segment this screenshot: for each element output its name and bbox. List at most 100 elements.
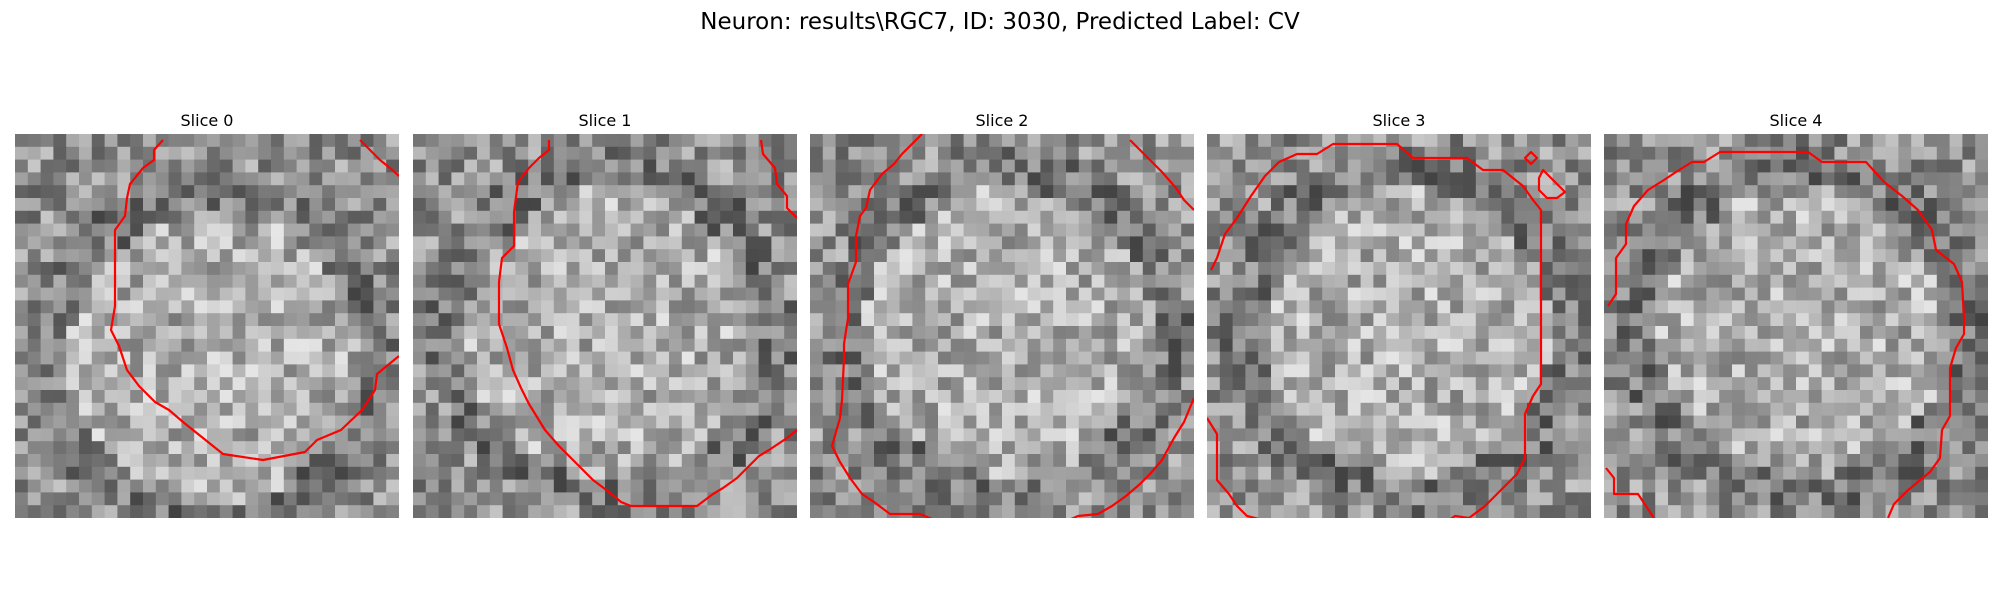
- pixel: [1655, 274, 1669, 289]
- pixel: [1975, 185, 1988, 199]
- pixel: [1399, 466, 1413, 481]
- pixel: [976, 390, 990, 404]
- pixel: [528, 172, 542, 186]
- pixel: [1732, 492, 1746, 506]
- pixel: [283, 198, 298, 212]
- pixel: [1578, 364, 1591, 378]
- pixel: [1219, 159, 1234, 173]
- pixel: [1834, 415, 1848, 429]
- pixel: [386, 377, 399, 391]
- pixel: [707, 466, 721, 481]
- pixel: [1642, 364, 1656, 378]
- pixel: [1155, 466, 1169, 481]
- pixel: [1885, 351, 1899, 365]
- pixel: [1565, 415, 1579, 429]
- pixel: [1488, 146, 1502, 161]
- pixel: [1744, 159, 1759, 173]
- pixel: [360, 134, 374, 148]
- pixel: [1616, 338, 1631, 353]
- pixel: [771, 466, 785, 481]
- pixel: [1014, 185, 1029, 199]
- pixel: [694, 134, 708, 148]
- pixel: [694, 236, 708, 250]
- pixel: [771, 415, 785, 429]
- pixel: [1808, 492, 1823, 506]
- pixel: [874, 210, 888, 225]
- pixel: [1872, 262, 1887, 276]
- pixel: [219, 134, 234, 148]
- pixel: [1924, 249, 1938, 263]
- pixel: [720, 428, 734, 442]
- pixel: [1245, 146, 1259, 161]
- pixel: [1885, 402, 1899, 417]
- pixel: [413, 454, 427, 468]
- pixel: [1411, 198, 1426, 212]
- pixel: [335, 262, 349, 276]
- pixel: [720, 159, 734, 173]
- pixel: [413, 326, 427, 340]
- pixel: [1117, 172, 1131, 186]
- pixel: [617, 390, 632, 404]
- pixel: [810, 134, 824, 148]
- pixel: [1783, 210, 1797, 225]
- pixel: [1014, 210, 1029, 225]
- pixel: [40, 441, 54, 455]
- pixel: [579, 223, 593, 237]
- pixel: [810, 415, 824, 429]
- pixel: [874, 428, 888, 442]
- pixel: [1527, 492, 1541, 506]
- pixel: [168, 262, 182, 276]
- pixel: [477, 172, 491, 186]
- pixel: [656, 287, 670, 301]
- pixel: [822, 415, 837, 429]
- pixel: [1078, 351, 1093, 365]
- pixel: [1002, 415, 1016, 429]
- pixel: [1796, 479, 1810, 493]
- pixel: [1668, 134, 1682, 148]
- pixel: [207, 198, 221, 212]
- pixel: [1117, 479, 1131, 493]
- pixel: [822, 300, 837, 314]
- pixel: [1283, 466, 1298, 481]
- pixel: [1155, 262, 1169, 276]
- pixel: [258, 223, 272, 237]
- pixel: [810, 402, 824, 417]
- pixel: [1552, 390, 1566, 404]
- pixel: [413, 479, 427, 493]
- pixel: [1501, 338, 1515, 353]
- pixel: [643, 364, 657, 378]
- pixel: [745, 466, 760, 481]
- pixel: [464, 172, 478, 186]
- pixel: [1936, 159, 1951, 173]
- pixel: [219, 466, 234, 481]
- pixel: [1693, 236, 1707, 250]
- pixel: [669, 326, 683, 340]
- pixel: [1142, 428, 1157, 442]
- slice-panel-1: Slice 1: [413, 108, 797, 518]
- pixel: [1578, 287, 1591, 301]
- pixel: [592, 454, 606, 468]
- pixel: [617, 262, 632, 276]
- pixel: [27, 505, 42, 518]
- pixel: [1949, 428, 1963, 442]
- pixel: [91, 351, 106, 365]
- pixel: [1130, 390, 1144, 404]
- pixel: [322, 454, 336, 468]
- pixel: [1719, 338, 1733, 353]
- pixel: [656, 479, 670, 493]
- pixel: [669, 185, 683, 199]
- pixel: [1155, 492, 1169, 506]
- pixel: [207, 134, 221, 148]
- pixel: [373, 198, 387, 212]
- pixel: [1860, 236, 1874, 250]
- pixel: [1335, 428, 1349, 442]
- pixel: [425, 454, 440, 468]
- pixel: [232, 159, 246, 173]
- pixel: [1450, 441, 1464, 455]
- pixel: [1744, 210, 1759, 225]
- pixel: [694, 185, 708, 199]
- pixel: [155, 441, 170, 455]
- pixel: [373, 159, 387, 173]
- pixel: [386, 172, 399, 186]
- pixel: [1847, 390, 1861, 404]
